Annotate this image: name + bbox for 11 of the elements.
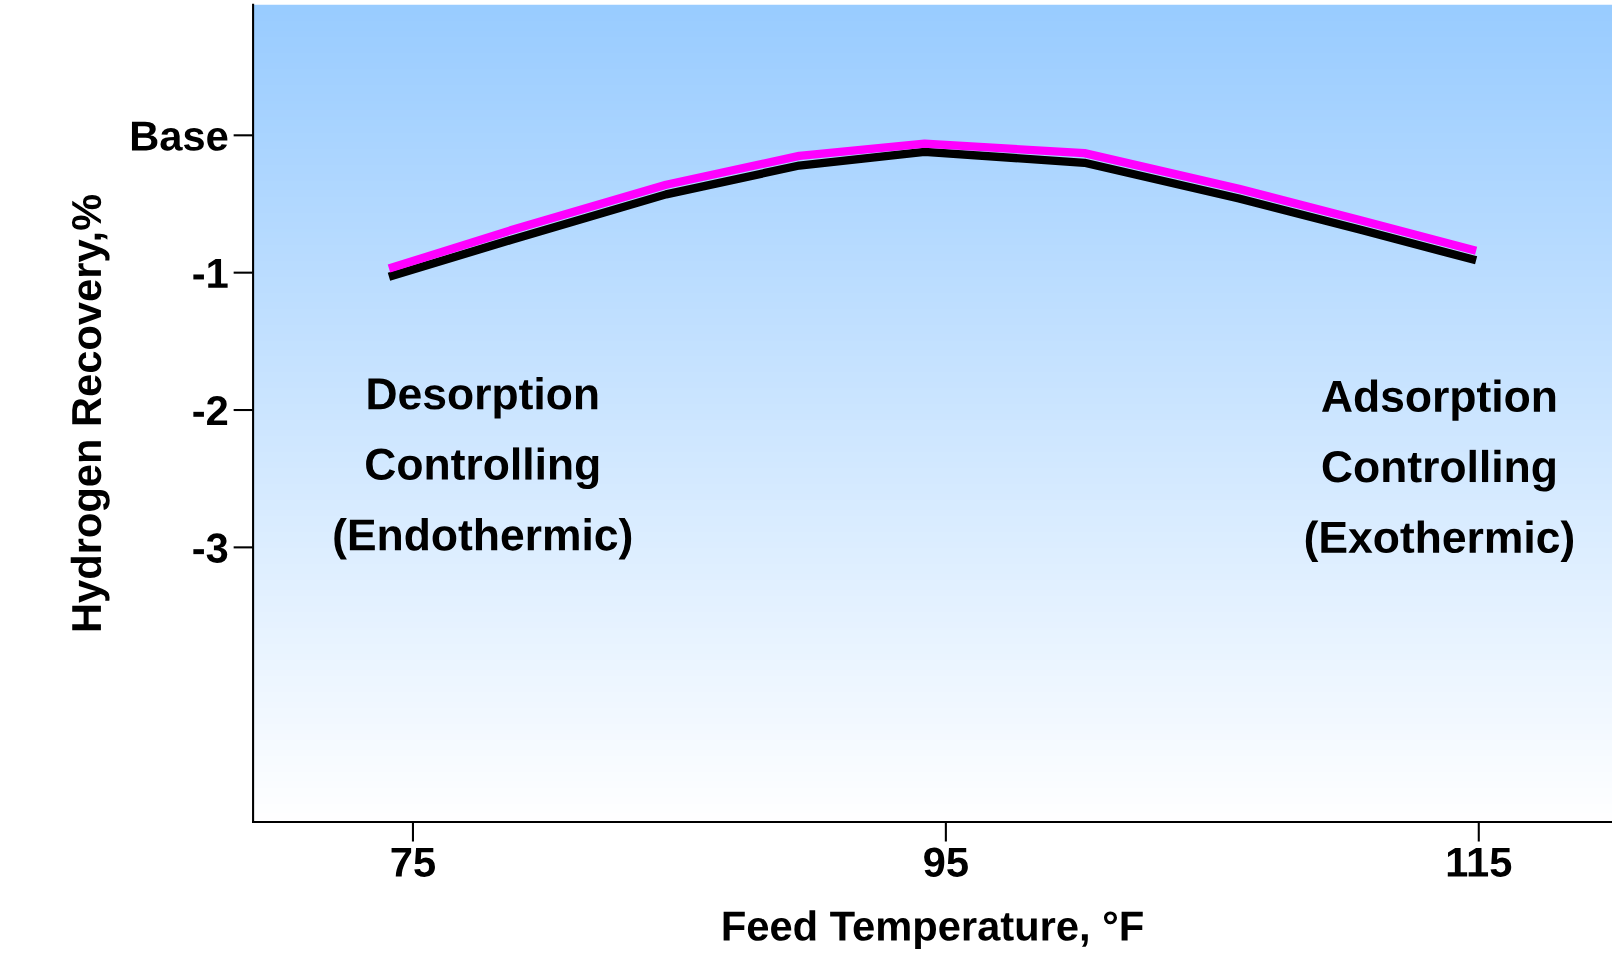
annotation: Adsorption Controlling (Exothermic) [1305, 379, 1574, 562]
y-tick-label: -3 [193, 533, 228, 563]
y-axis-title: Hydrogen Recovery,% [70, 194, 110, 631]
x-tick-label: 75 [391, 847, 435, 877]
x-tick-label: 95 [924, 847, 968, 877]
y-tick-label: -1 [193, 259, 228, 288]
annotation: Desorption Controlling (Endothermic) [334, 376, 632, 560]
y-tick-label: -2 [193, 396, 228, 426]
x-axis-title: Feed Temperature, °F [723, 910, 1143, 950]
y-tick-label: Base [131, 121, 228, 151]
x-tick-label: 115 [1447, 847, 1512, 877]
